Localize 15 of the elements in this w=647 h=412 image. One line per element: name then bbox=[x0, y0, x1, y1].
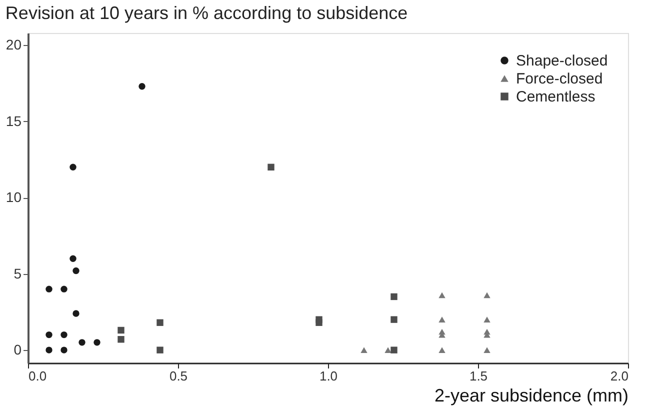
legend-label: Cementless bbox=[516, 88, 596, 106]
x-tick-label: 2.0 bbox=[610, 368, 628, 384]
x-tick-label: 1.0 bbox=[319, 368, 338, 384]
x-axis-title: 2-year subsidence (mm) bbox=[434, 386, 628, 406]
y-tick-label: 10 bbox=[6, 189, 22, 206]
legend-label: Shape-closed bbox=[516, 52, 608, 70]
y-tick-label: 0 bbox=[14, 342, 22, 358]
y-tick-label: 20 bbox=[6, 36, 22, 53]
legend-label: Force-closed bbox=[516, 70, 603, 88]
x-tick-label: 0.0 bbox=[28, 368, 47, 384]
x-tick-label: 0.5 bbox=[169, 368, 188, 384]
x-tick-label: 1.5 bbox=[469, 368, 488, 384]
chart-title: Revision at 10 years in % according to subsidence bbox=[5, 3, 408, 23]
y-tick-label: 5 bbox=[14, 265, 22, 282]
y-tick-label: 15 bbox=[6, 112, 22, 129]
